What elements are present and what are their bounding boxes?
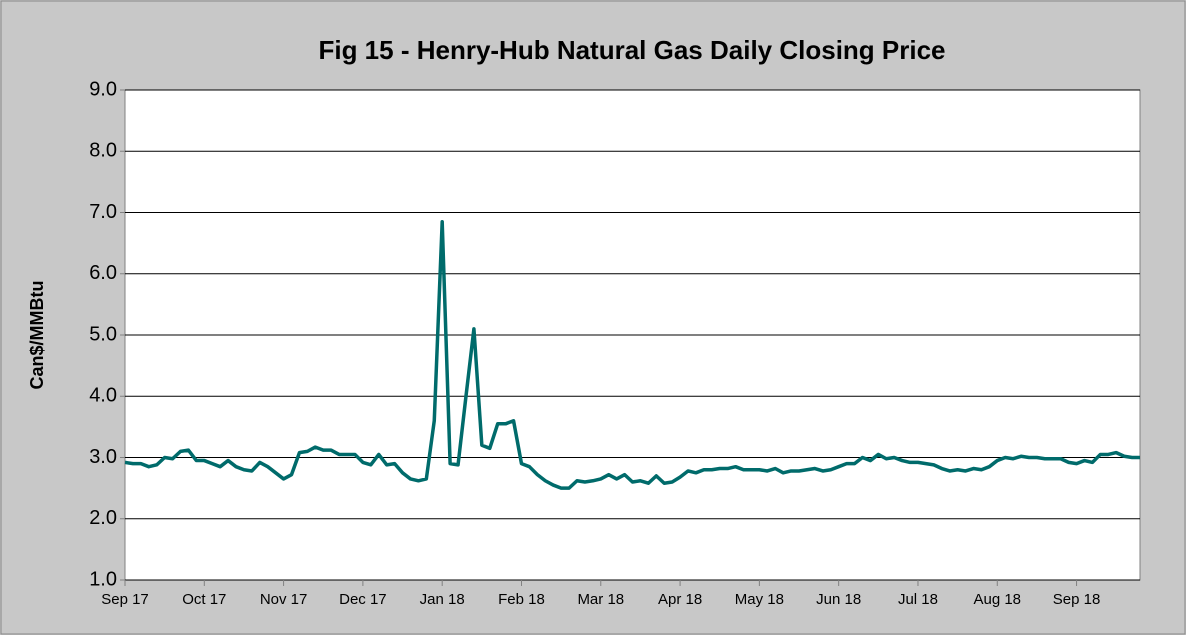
y-tick-label: 6.0 bbox=[89, 262, 117, 284]
x-tick-label: Oct 17 bbox=[182, 591, 226, 608]
x-tick-label: Sep 17 bbox=[101, 591, 149, 608]
x-tick-label: Jul 18 bbox=[898, 591, 938, 608]
x-tick-label: Sep 18 bbox=[1053, 591, 1101, 608]
x-tick-label: Dec 17 bbox=[339, 591, 387, 608]
y-axis-label: Can$/MMBtu bbox=[27, 281, 47, 390]
y-tick-label: 1.0 bbox=[89, 568, 117, 590]
x-tick-label: Mar 18 bbox=[577, 591, 624, 608]
x-tick-label: Jun 18 bbox=[816, 591, 861, 608]
y-tick-label: 9.0 bbox=[89, 78, 117, 100]
y-tick-label: 5.0 bbox=[89, 323, 117, 345]
x-tick-label: Nov 17 bbox=[260, 591, 308, 608]
x-tick-label: Jan 18 bbox=[420, 591, 465, 608]
y-tick-label: 7.0 bbox=[89, 201, 117, 223]
y-tick-label: 8.0 bbox=[89, 140, 117, 162]
price-line bbox=[124, 219, 1140, 490]
x-tick-label: Apr 18 bbox=[658, 591, 702, 608]
x-tick-label: Aug 18 bbox=[973, 591, 1021, 608]
x-tick-label: May 18 bbox=[735, 591, 784, 608]
y-tick-label: 3.0 bbox=[89, 446, 117, 468]
y-tick-label: 4.0 bbox=[89, 385, 117, 407]
y-tick-label: 2.0 bbox=[89, 507, 117, 529]
x-tick-label: Feb 18 bbox=[498, 591, 545, 608]
chart-title: Fig 15 - Henry-Hub Natural Gas Daily Clo… bbox=[318, 35, 945, 65]
